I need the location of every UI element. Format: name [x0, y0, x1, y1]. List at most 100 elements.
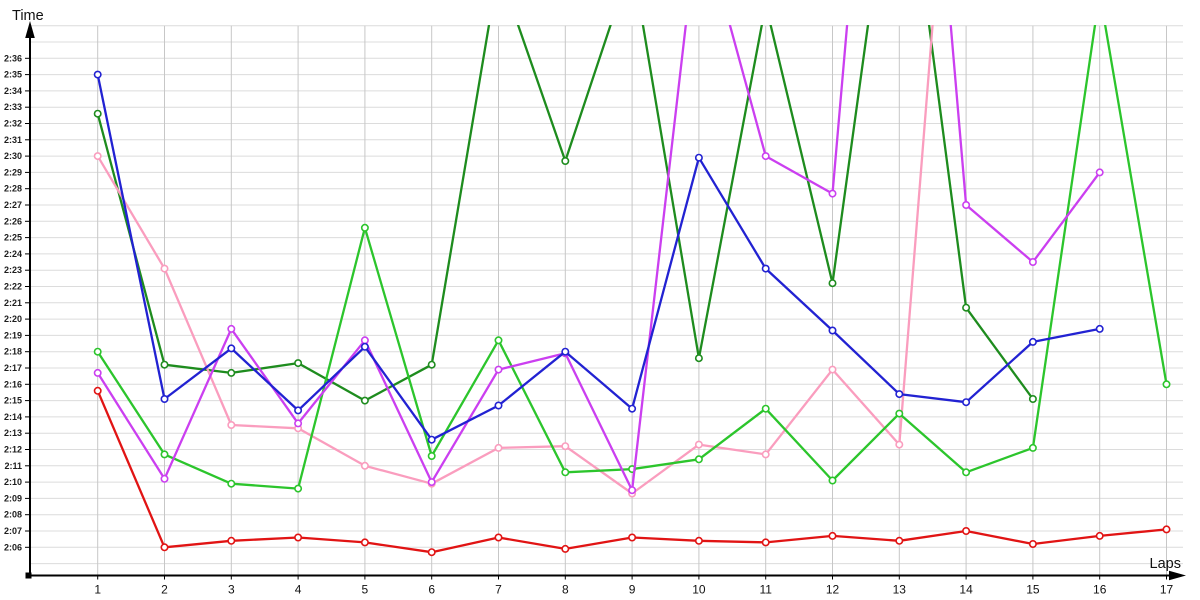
dark-green-line-marker	[694, 354, 703, 363]
magenta-line-marker	[294, 419, 303, 428]
x-axis-arrow-icon	[1169, 570, 1186, 581]
y-axis-title: Time	[12, 8, 44, 24]
x-tick-label: 6	[428, 583, 435, 597]
y-tick-label: 2:25	[4, 233, 22, 243]
red-line-marker	[628, 533, 637, 542]
y-tick-label: 2:16	[4, 379, 22, 389]
red-line-marker	[1162, 525, 1171, 534]
red-line-marker	[561, 544, 570, 553]
y-tick-label: 2:20	[4, 314, 22, 324]
bright-green-line-marker	[761, 404, 770, 413]
pink-line-marker	[694, 440, 703, 449]
blue-line-marker	[360, 342, 369, 351]
x-axis-ticks: 1 2 3 4 5 6 7 8 9 10 11 12 13 14 15 16 17	[94, 575, 1174, 597]
red-line-marker	[1095, 531, 1104, 540]
y-tick-label: 2:29	[4, 167, 22, 177]
magenta-line-marker	[962, 201, 971, 210]
x-tick-label: 7	[495, 583, 502, 597]
blue-line-marker	[1095, 324, 1104, 333]
magenta-line-marker	[628, 486, 637, 495]
pink-line-path	[96, 25, 934, 495]
blue-line-marker	[561, 347, 570, 356]
bright-green-line-marker	[160, 450, 169, 459]
blue-line	[93, 70, 1104, 444]
x-tick-label: 17	[1160, 583, 1174, 597]
x-axis-title: Laps	[1150, 556, 1181, 572]
bright-green-line-marker	[1028, 443, 1037, 452]
dark-green-line-marker	[360, 396, 369, 405]
magenta-line-marker	[761, 152, 770, 161]
magenta-line-marker	[427, 478, 436, 487]
x-tick-label: 13	[893, 583, 907, 597]
y-tick-label: 2:10	[4, 477, 22, 487]
y-tick-label: 2:31	[4, 135, 22, 145]
red-line-marker	[761, 538, 770, 547]
bright-green-line-marker	[227, 479, 236, 488]
pink-line-marker	[561, 442, 570, 451]
y-tick-label: 2:13	[4, 428, 22, 438]
red-line-marker	[160, 543, 169, 552]
y-tick-label: 2:30	[4, 151, 22, 161]
y-tick-label: 2:33	[4, 102, 22, 112]
red-line-marker	[895, 536, 904, 545]
magenta-line-marker	[227, 324, 236, 333]
bright-green-line-marker	[427, 451, 436, 460]
magenta-line-path	[96, 25, 1101, 492]
magenta-line-marker	[1095, 168, 1104, 177]
red-line-marker	[828, 531, 837, 540]
y-tick-label: 2:23	[4, 265, 22, 275]
magenta-line-marker	[93, 368, 102, 377]
dark-green-line-marker	[227, 368, 236, 377]
y-tick-label: 2:32	[4, 119, 22, 129]
x-tick-label: 8	[562, 583, 569, 597]
bright-green-line-marker	[93, 347, 102, 356]
dark-green-line-marker	[828, 279, 837, 288]
blue-line-marker	[895, 390, 904, 399]
red-line-marker	[694, 536, 703, 545]
dark-green-line-marker	[1028, 394, 1037, 403]
dark-green-line-marker	[561, 157, 570, 166]
x-tick-label: 11	[759, 583, 772, 597]
y-tick-label: 2:19	[4, 330, 22, 340]
x-tick-label: 15	[1026, 583, 1040, 597]
pink-line-marker	[227, 420, 236, 429]
magenta-line-marker	[1028, 257, 1037, 266]
y-tick-label: 2:18	[4, 347, 22, 357]
x-tick-label: 16	[1093, 583, 1107, 597]
y-tick-label: 2:08	[4, 510, 22, 520]
pink-line-marker	[494, 443, 503, 452]
x-tick-label: 4	[295, 583, 302, 597]
y-tick-label: 2:28	[4, 184, 22, 194]
bright-green-line-marker	[294, 484, 303, 493]
data-series	[93, 25, 1171, 557]
dark-green-line-marker	[294, 359, 303, 368]
blue-line-marker	[494, 401, 503, 410]
bright-green-line-marker	[561, 468, 570, 477]
y-tick-label: 2:11	[4, 461, 22, 471]
y-tick-label: 2:36	[4, 53, 22, 63]
bright-green-line	[93, 25, 1171, 493]
blue-line-marker	[962, 398, 971, 407]
blue-line-marker	[93, 70, 102, 79]
dark-green-line-marker	[427, 360, 436, 369]
y-axis-arrow-icon	[25, 21, 35, 38]
origin-marker	[25, 572, 32, 579]
dark-green-line-marker	[962, 303, 971, 312]
red-line-marker	[494, 533, 503, 542]
bright-green-line-marker	[360, 223, 369, 232]
pink-line-marker	[160, 264, 169, 273]
pink-line-marker	[360, 461, 369, 470]
horizontal-gridlines	[30, 25, 1183, 565]
magenta-line-marker	[360, 336, 369, 345]
bright-green-line-marker	[694, 455, 703, 464]
y-tick-label: 2:09	[4, 493, 22, 503]
magenta-line-marker	[160, 474, 169, 483]
y-tick-label: 2:12	[4, 445, 22, 455]
dark-green-line-marker	[160, 360, 169, 369]
x-tick-label: 1	[94, 583, 101, 597]
y-tick-label: 2:22	[4, 282, 22, 292]
blue-line-marker	[628, 404, 637, 413]
red-line-marker	[360, 538, 369, 547]
